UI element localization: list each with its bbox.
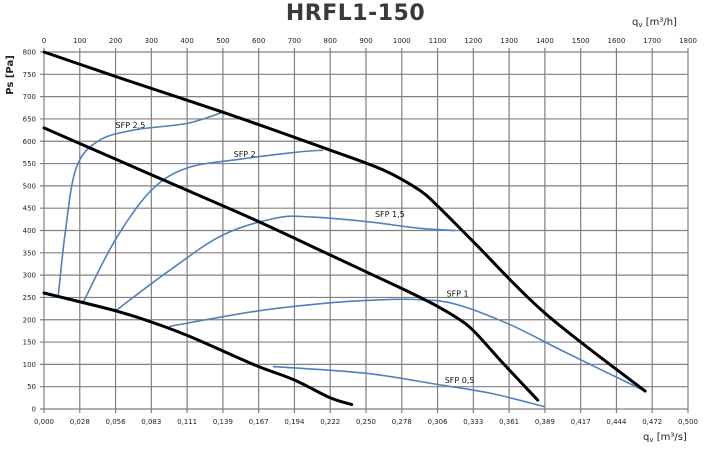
y-tick-label: 750 (23, 71, 36, 79)
fan-curve (42, 291, 354, 406)
chart-title: HRFL1-150 (285, 1, 426, 26)
y-tick-label: 400 (23, 227, 36, 235)
x-top-tick-label: 100 (73, 37, 86, 45)
y-tick-label: 600 (23, 138, 36, 146)
x-axis-top-label: qv [m³/h] (632, 17, 677, 29)
x-bottom-tick-label: 0,139 (213, 418, 233, 426)
sfp-curve (169, 298, 646, 392)
sfp-curve (82, 149, 324, 303)
x-top-tick-label: 200 (109, 37, 122, 45)
sfp-curve (115, 215, 456, 312)
x-top-tick-label: 1000 (393, 37, 411, 45)
x-top-tick-label: 800 (324, 37, 337, 45)
y-tick-label: 300 (23, 272, 36, 280)
y-tick-label: 100 (23, 361, 36, 369)
x-bottom-tick-label: 0,056 (106, 418, 127, 426)
x-top-tick-label: 900 (359, 37, 372, 45)
grid (40, 48, 689, 413)
sfp-label: SFP 0,5 (445, 376, 475, 385)
x-top-tick-label: 300 (145, 37, 158, 45)
x-bottom-tick-label: 0,444 (606, 418, 627, 426)
x-top-tick-label: 1100 (429, 37, 447, 45)
x-bottom-tick-label: 0,333 (463, 418, 483, 426)
x-axis-top-ticks: 0 100 200 300 400 500 600 700 800 900 1000 1100 1200… (42, 37, 697, 45)
x-bottom-tick-label: 0,500 (678, 418, 698, 426)
x-bottom-tick-label: 0,306 (428, 418, 449, 426)
y-tick-label: 800 (23, 49, 36, 57)
x-bottom-tick-label: 0,167 (249, 418, 269, 426)
y-tick-label: 150 (23, 339, 36, 347)
sfp-label: SFP 2,5 (116, 121, 146, 130)
x-bottom-tick-label: 0,472 (642, 418, 662, 426)
y-tick-label: 0 (32, 406, 36, 414)
fan-curve (42, 50, 647, 393)
y-tick-label: 550 (23, 160, 36, 168)
y-tick-label: 450 (23, 205, 36, 213)
sfp-curve (57, 111, 224, 296)
x-bottom-tick-label: 0,111 (177, 418, 197, 426)
x-top-tick-label: 1800 (679, 37, 697, 45)
x-bottom-tick-label: 0,250 (356, 418, 376, 426)
sfp-label: SFP 1,5 (375, 210, 405, 219)
x-top-tick-label: 0 (42, 37, 46, 45)
y-axis-label: Ps [Pa] (5, 55, 16, 95)
y-tick-label: 650 (23, 115, 36, 123)
sfp-label: SFP 1 (447, 290, 469, 299)
y-axis-ticks: 0 50 100 150 200 250 300 350 400 450 500 550 600 650 7… (23, 49, 36, 414)
x-top-tick-label: 1400 (536, 37, 554, 45)
x-bottom-tick-label: 0,361 (499, 418, 519, 426)
x-top-tick-label: 500 (216, 37, 229, 45)
sfp-curves (57, 111, 646, 408)
x-top-tick-label: 400 (180, 37, 193, 45)
x-top-tick-label: 600 (252, 37, 265, 45)
x-axis-bottom-ticks: 0,000 0,028 0,056 0,083 0,111 0,139 0,167 0,194… (34, 418, 698, 426)
x-top-tick-label: 1500 (572, 37, 590, 45)
y-tick-label: 700 (23, 93, 36, 101)
x-bottom-tick-label: 0,389 (535, 418, 555, 426)
x-axis-bottom-label: qv [m³/s] (643, 432, 687, 444)
y-tick-label: 350 (23, 249, 36, 257)
x-bottom-tick-label: 0,222 (320, 418, 340, 426)
sfp-curve (272, 365, 546, 408)
fan-curves (42, 50, 647, 406)
x-top-tick-label: 1700 (643, 37, 661, 45)
x-bottom-tick-label: 0,278 (392, 418, 412, 426)
x-top-tick-label: 1600 (608, 37, 626, 45)
y-tick-label: 250 (23, 294, 36, 302)
y-tick-label: 50 (27, 383, 36, 391)
sfp-label: SFP 2 (234, 150, 256, 159)
x-top-tick-label: 700 (288, 37, 301, 45)
x-bottom-tick-label: 0,000 (34, 418, 54, 426)
sfp-labels: SFP 2,5 SFP 2 SFP 1,5 SFP 1 SFP 0,5 (116, 121, 475, 385)
x-bottom-tick-label: 0,194 (284, 418, 305, 426)
y-tick-label: 500 (23, 182, 36, 190)
y-tick-label: 200 (23, 316, 36, 324)
fan-curve (42, 126, 540, 402)
x-bottom-tick-label: 0,083 (141, 418, 161, 426)
x-top-tick-label: 1300 (500, 37, 518, 45)
x-bottom-tick-label: 0,028 (70, 418, 90, 426)
x-bottom-tick-label: 0,417 (571, 418, 591, 426)
x-top-tick-label: 1200 (464, 37, 482, 45)
